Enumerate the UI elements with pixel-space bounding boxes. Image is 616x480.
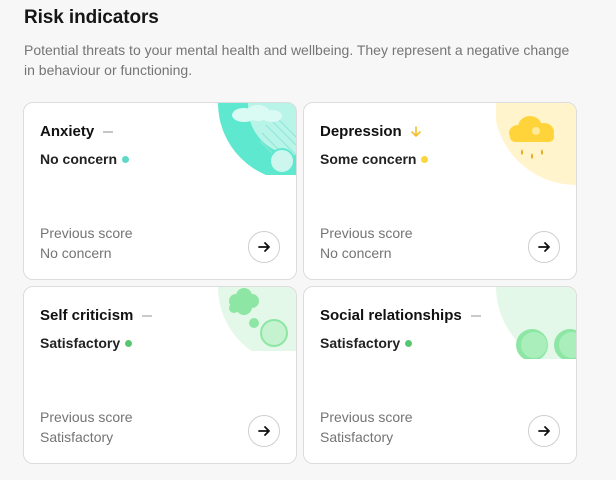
previous-score-value: No concern	[40, 245, 112, 261]
card-social-relationships[interactable]: Social relationships Satisfactory Previo…	[303, 286, 577, 464]
arrow-right-icon	[258, 242, 270, 252]
status-indicator: Some concern	[320, 151, 429, 167]
previous-score-value: No concern	[320, 245, 392, 261]
status-indicator: Satisfactory	[320, 335, 413, 351]
previous-score-label: Previous score	[40, 225, 133, 241]
card-anxiety[interactable]: Anxiety No concern Previous score No con…	[23, 102, 297, 280]
status-label: Satisfactory	[40, 335, 121, 351]
previous-score-value: Satisfactory	[40, 429, 114, 445]
status-dot	[125, 339, 133, 347]
dash-icon	[102, 126, 114, 138]
open-depression-button[interactable]	[528, 231, 560, 263]
status-indicator: No concern	[40, 151, 130, 167]
green-circles-illustration	[496, 287, 576, 359]
status-label: Satisfactory	[320, 335, 401, 351]
status-label: No concern	[40, 151, 118, 167]
card-depression[interactable]: Depression Some concern Previous score N…	[303, 102, 577, 280]
open-social-relationships-button[interactable]	[528, 415, 560, 447]
dash-icon	[141, 310, 153, 322]
dash-icon	[470, 310, 482, 322]
card-title: Anxiety	[40, 123, 95, 140]
status-label: Some concern	[320, 151, 417, 167]
status-indicator: Satisfactory	[40, 335, 133, 351]
card-title: Self criticism	[40, 307, 134, 324]
previous-score-label: Previous score	[320, 225, 413, 241]
arrow-right-icon	[538, 426, 550, 436]
open-self-criticism-button[interactable]	[248, 415, 280, 447]
status-dot	[122, 155, 130, 163]
arrow-right-icon	[538, 242, 550, 252]
status-dot	[405, 339, 413, 347]
card-title: Social relationships	[320, 307, 462, 324]
status-dot	[421, 155, 429, 163]
previous-score-value: Satisfactory	[320, 429, 394, 445]
rain-cloud-illustration	[496, 103, 576, 185]
section-subtitle: Potential threats to your mental health …	[24, 42, 570, 78]
arrow-right-icon	[258, 426, 270, 436]
open-anxiety-button[interactable]	[248, 231, 280, 263]
teal-circles-illustration	[218, 103, 296, 175]
card-title: Depression	[320, 123, 402, 140]
arrow-down-icon	[410, 125, 422, 138]
previous-score-label: Previous score	[320, 409, 413, 425]
previous-score-label: Previous score	[40, 409, 133, 425]
section-title: Risk indicators	[24, 7, 159, 28]
thought-bubble-illustration	[218, 287, 296, 351]
card-self-criticism[interactable]: Self criticism Satisfactory Previous sco…	[23, 286, 297, 464]
